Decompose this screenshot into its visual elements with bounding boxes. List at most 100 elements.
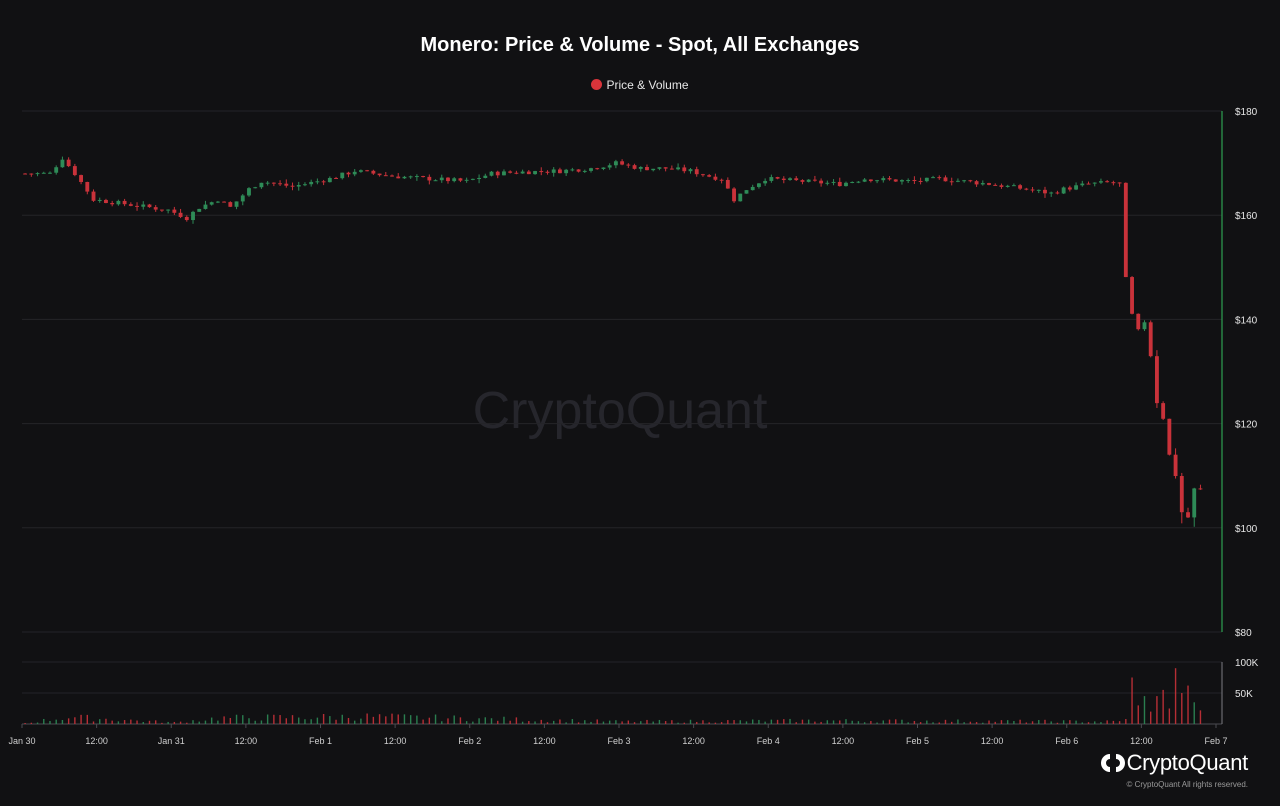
- volume-bar: [341, 714, 343, 724]
- volume-bar: [528, 721, 530, 724]
- legend-swatch: [591, 79, 603, 90]
- volume-bar: [857, 721, 860, 724]
- volume-bar: [969, 721, 972, 724]
- price-tick-label: $80: [1235, 628, 1252, 639]
- candle-body: [60, 159, 65, 168]
- candle-body: [477, 178, 482, 180]
- candle-body: [203, 204, 208, 209]
- price-tick-label: $100: [1235, 524, 1258, 535]
- price-tick-label: $160: [1235, 211, 1258, 222]
- candle-body: [1154, 356, 1159, 404]
- candle-body: [900, 180, 904, 182]
- volume-bar: [627, 720, 630, 724]
- volume-bar: [86, 714, 88, 724]
- volume-bar: [1187, 685, 1189, 724]
- volume-bar: [136, 720, 138, 724]
- candle-body: [645, 166, 649, 171]
- volume-bar: [963, 722, 965, 724]
- volume-bar: [117, 721, 120, 724]
- volume-bar: [1094, 721, 1096, 724]
- legend[interactable]: Price & Volume: [0, 78, 1280, 92]
- candle-body: [906, 180, 911, 182]
- candle-body: [719, 179, 724, 181]
- volume-bar: [907, 722, 909, 724]
- candle-body: [79, 175, 84, 182]
- volume-bar: [1162, 689, 1164, 724]
- candle-body: [1030, 189, 1035, 191]
- volume-bar: [994, 721, 996, 724]
- volume-bar: [633, 722, 636, 724]
- candle-body: [1074, 185, 1079, 190]
- candle-body: [987, 183, 991, 185]
- x-tick-label: 12:00: [981, 736, 1004, 746]
- candle-body: [1080, 183, 1085, 186]
- candle-body: [794, 178, 799, 181]
- candle-body: [856, 181, 861, 183]
- candle-body: [701, 174, 705, 176]
- candle-body: [1167, 418, 1172, 455]
- candle-body: [1005, 185, 1010, 187]
- candle-body: [663, 167, 668, 169]
- volume-bar: [876, 722, 878, 724]
- volume-bar: [43, 718, 45, 724]
- volume-bar: [497, 720, 499, 724]
- candle-body: [421, 176, 426, 178]
- candle-body: [1043, 189, 1047, 194]
- candle-body: [346, 172, 351, 175]
- volume-tick-label: 100K: [1235, 658, 1259, 669]
- volume-bar: [347, 717, 350, 724]
- volume-bar: [982, 722, 984, 724]
- x-tick-label: Feb 1: [309, 736, 332, 746]
- volume-bar: [142, 721, 144, 724]
- candle-body: [495, 171, 500, 176]
- candle-body: [955, 180, 960, 182]
- candle-body: [607, 165, 612, 168]
- candle-body: [806, 179, 811, 182]
- volume-bar: [273, 714, 275, 724]
- copyright-text: © CryptoQuant All rights reserved.: [1126, 780, 1249, 789]
- volume-bar: [553, 720, 555, 724]
- volume-bar: [409, 715, 412, 724]
- volume-bar: [310, 719, 312, 724]
- candle-body: [489, 171, 494, 176]
- candle-body: [483, 175, 488, 179]
- volume-bar: [1081, 722, 1083, 724]
- volume-bar: [441, 721, 443, 724]
- candle-body: [931, 177, 935, 179]
- volume-bar: [1087, 722, 1090, 724]
- volume-bar: [1000, 720, 1003, 724]
- volume-bar: [279, 715, 281, 724]
- candle-body: [85, 181, 90, 192]
- volume-bar: [130, 719, 132, 724]
- volume-bar: [204, 720, 207, 724]
- volume-bar: [416, 715, 418, 724]
- volume-bar: [360, 718, 362, 724]
- candle-body: [433, 180, 438, 182]
- volume-bar: [615, 720, 617, 724]
- candle-body: [234, 201, 239, 207]
- brand-logo: CryptoQuant: [1099, 750, 1248, 776]
- volume-bar: [354, 720, 356, 724]
- volume-bar: [826, 720, 829, 724]
- volume-bar: [895, 719, 897, 724]
- candle-body: [812, 179, 817, 181]
- volume-bar: [36, 722, 39, 724]
- cryptoquant-logo-icon: [1100, 754, 1125, 772]
- volume-bar: [714, 722, 717, 724]
- candle-body: [1024, 188, 1029, 190]
- candle-body: [147, 204, 152, 208]
- candle-body: [383, 175, 388, 177]
- candle-body: [763, 180, 768, 184]
- volume-bar: [919, 722, 922, 724]
- candle-body: [240, 195, 245, 202]
- candle-body: [539, 171, 544, 173]
- volume-bar: [733, 720, 735, 724]
- volume-bar: [1168, 708, 1171, 724]
- volume-bar: [584, 720, 586, 724]
- volume-bar: [752, 719, 754, 724]
- volume-bar: [621, 721, 623, 724]
- volume-bar: [422, 719, 424, 724]
- candle-body: [918, 180, 923, 182]
- x-tick-label: 12:00: [384, 736, 407, 746]
